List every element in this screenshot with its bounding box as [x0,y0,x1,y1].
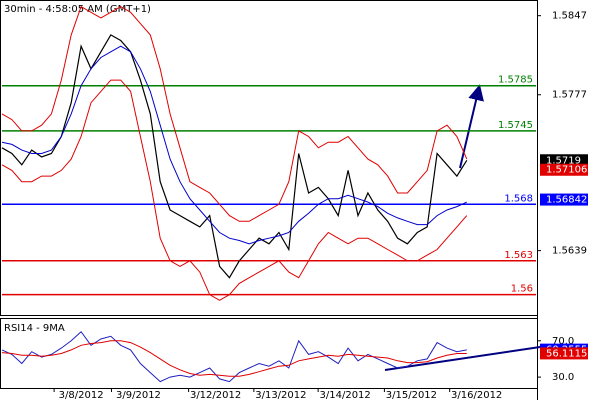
x-tick-label: 3/13/2012 [255,390,306,400]
value-marker [540,193,588,206]
series-line [1,330,467,383]
series-line [1,79,468,301]
value-marker [540,347,588,360]
value-marker-label: 1.56842 [546,195,587,206]
value-marker-label: 56.1115 [546,348,587,359]
value-marker-label: 1.5719 [546,155,581,166]
x-tick-label: 3/8/2012 [59,390,104,400]
x-tick-label: 3/12/2012 [190,390,241,400]
y-tick-label: 1.5777 [552,90,587,101]
rsi-panel [0,318,538,389]
x-tick-label: 3/9/2012 [116,390,161,400]
level-label: 1.568 [504,193,533,204]
level-label: 1.563 [504,250,533,261]
level-label: 1.56 [511,284,533,295]
x-tick-label: 3/16/2012 [451,390,502,400]
y-tick-label: 1.5847 [552,11,587,22]
level-label: 1.5785 [498,75,533,86]
value-marker [540,163,588,176]
trend-line [384,346,541,371]
rsi-title: RSI14 - 9MA [4,323,65,334]
value-marker [540,154,588,167]
value-marker-label: 1.57106 [546,165,587,176]
price-panel [0,0,538,316]
series-line [1,5,468,222]
trend-arrow [459,84,484,169]
y-tick-label: 70.0 [552,336,574,347]
y-tick-label: 1.5639 [552,246,587,257]
level-label: 1.5745 [498,120,533,131]
x-tick-label: 3/15/2012 [386,390,437,400]
x-tick-label: 3/14/2012 [320,390,371,400]
y-tick-label: 30.0 [552,372,574,383]
series-line [1,45,468,245]
series-line [1,340,467,377]
series-line [1,34,468,279]
chart-title: 30min - 4:58:05 AM (GMT+1) [4,4,151,15]
